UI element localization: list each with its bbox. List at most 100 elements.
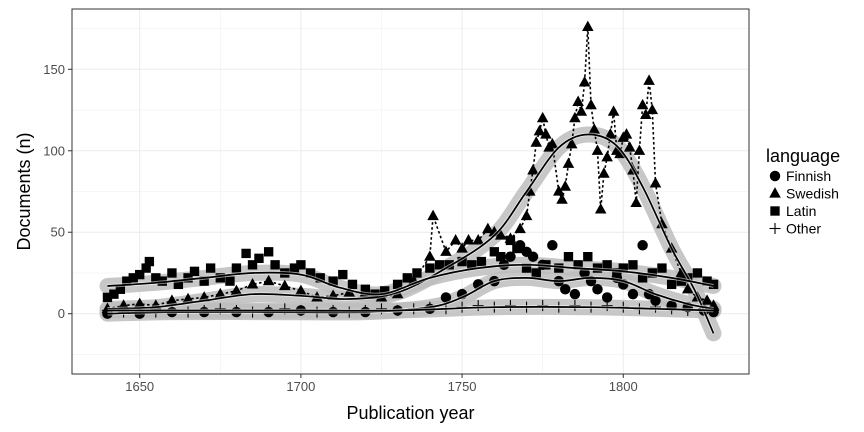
circle-point — [569, 288, 581, 300]
triangle-point — [556, 193, 568, 204]
triangle-point — [482, 222, 494, 234]
x-axis-ticks: 1650 1700 1750 1800 — [125, 374, 638, 394]
triangle-point — [246, 278, 259, 289]
circle-point — [527, 251, 539, 262]
square-point — [144, 256, 155, 267]
square-point — [296, 260, 306, 270]
triangle-point — [620, 128, 633, 139]
triangle-point — [598, 167, 610, 178]
triangle-point — [585, 98, 597, 110]
square-point — [647, 268, 657, 278]
triangle-point — [559, 180, 572, 191]
square-point — [151, 273, 161, 283]
triangle-point — [182, 292, 194, 304]
triangle-point — [646, 103, 659, 115]
triangle-point — [640, 108, 652, 120]
circle-point — [560, 284, 571, 295]
circle-point — [601, 292, 613, 303]
triangle-point — [424, 250, 436, 261]
triangle-point — [607, 105, 620, 116]
triangle-point — [575, 105, 588, 116]
square-point — [467, 260, 477, 270]
circle-point — [440, 292, 452, 303]
triangle-point — [533, 124, 546, 136]
legend-item-finnish: Finnish — [769, 168, 831, 184]
square-point — [115, 284, 126, 294]
square-point — [141, 263, 151, 273]
triangle-point — [572, 95, 584, 107]
square-point — [122, 276, 132, 286]
triangle-point — [630, 196, 642, 208]
legend-label-other: Other — [786, 221, 821, 237]
legend-key-finnish — [769, 170, 781, 182]
triangle-point — [214, 287, 227, 299]
x-axis-title: Publication year — [346, 403, 474, 423]
square-point — [392, 279, 403, 290]
square-point — [657, 263, 667, 273]
square-point — [602, 260, 612, 270]
square-point — [531, 268, 541, 278]
square-point — [380, 286, 390, 296]
square-point — [315, 273, 325, 283]
y-axis-ticks: 0 50 100 150 — [43, 62, 72, 321]
legend-key-swedish — [769, 187, 781, 198]
square-point — [128, 273, 138, 283]
triangle-point — [262, 274, 275, 286]
square-point — [247, 260, 258, 270]
triangle-point — [462, 234, 475, 245]
square-point — [225, 276, 235, 286]
square-point — [338, 269, 348, 280]
square-point — [199, 276, 209, 286]
square-point — [628, 260, 638, 270]
square-point — [618, 263, 628, 273]
square-point — [702, 276, 712, 286]
triangle-point — [449, 234, 462, 245]
triangle-point — [562, 157, 575, 168]
square-point — [167, 268, 177, 278]
triangle-point — [633, 144, 646, 155]
square-point — [173, 279, 184, 290]
triangle-point — [527, 163, 539, 175]
square-point — [573, 260, 583, 270]
triangle-point — [623, 141, 636, 152]
legend-label-latin: Latin — [786, 203, 816, 219]
square-point — [666, 279, 677, 290]
square-point — [215, 273, 225, 283]
square-point — [189, 266, 200, 277]
y-tick-label: 150 — [43, 62, 65, 77]
smooth-fit-line — [107, 133, 715, 334]
square-point — [102, 292, 113, 303]
legend-item-latin: Latin — [770, 203, 816, 219]
triangle-point — [578, 76, 591, 87]
triangle-point — [540, 128, 552, 139]
smooth-fit-lines — [107, 132, 716, 335]
triangle-point — [230, 284, 243, 296]
triangle-point — [569, 111, 581, 123]
triangle-point — [514, 222, 526, 234]
circle-point — [514, 240, 526, 251]
triangle-point — [636, 98, 649, 110]
square-point — [563, 252, 574, 262]
triangle-point — [565, 137, 578, 149]
square-point — [231, 263, 242, 273]
square-point — [692, 268, 703, 278]
triangle-point — [582, 20, 594, 32]
triangle-point — [643, 74, 655, 85]
legend-label-swedish: Swedish — [786, 186, 839, 202]
square-point — [583, 252, 593, 262]
triangle-point — [591, 144, 604, 155]
triangle-point — [520, 209, 533, 221]
square-point — [109, 289, 119, 299]
triangle-point — [601, 150, 613, 162]
square-point — [489, 247, 499, 257]
y-axis-title: Documents (n) — [14, 132, 34, 250]
square-point — [347, 279, 358, 290]
plot-panel — [71, 8, 750, 375]
square-point — [254, 253, 264, 263]
circle-point — [505, 251, 516, 262]
circle-point — [650, 295, 661, 306]
triangle-point — [536, 111, 549, 123]
triangle-point — [456, 242, 468, 253]
legend-item-other: Other — [769, 221, 821, 237]
